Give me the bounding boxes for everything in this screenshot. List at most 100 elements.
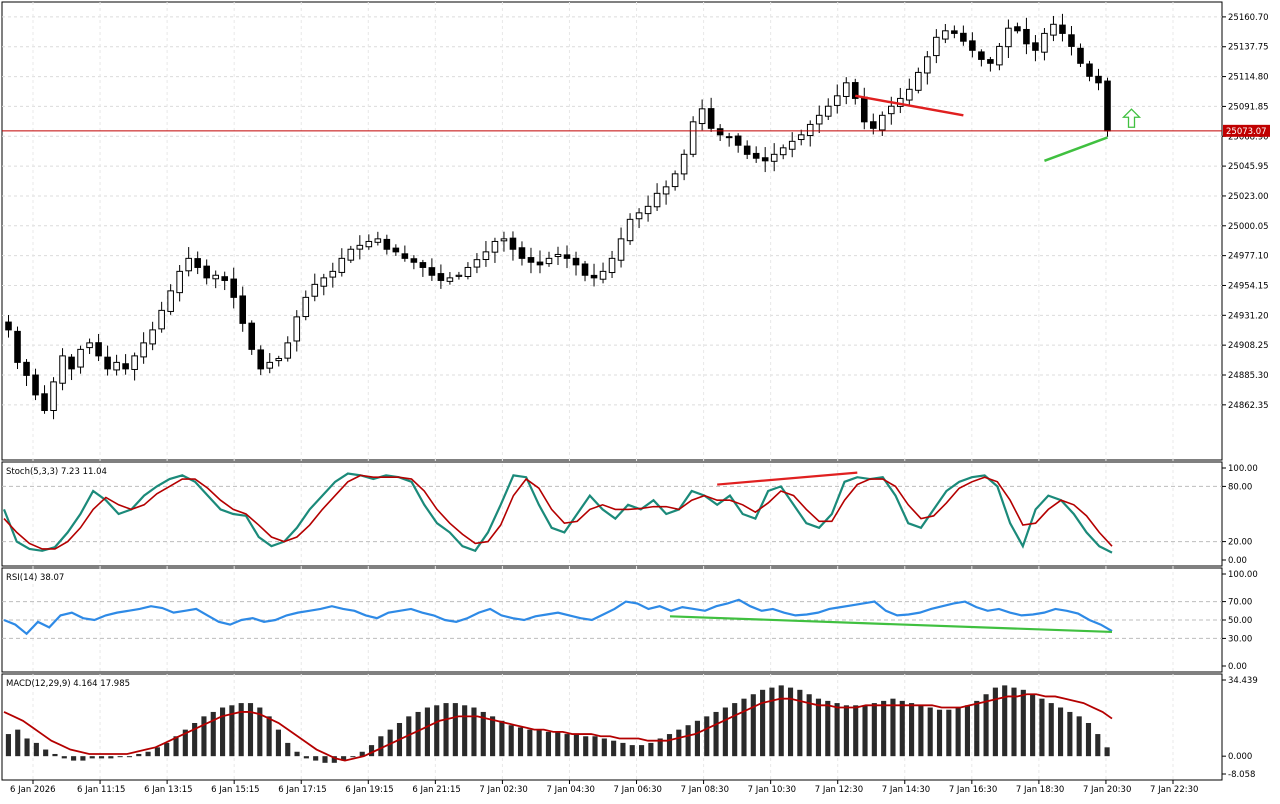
price-tick-label: 25137.75	[1228, 43, 1269, 53]
candle-body	[689, 121, 697, 155]
time-tick-label: 7 Jan 06:30	[614, 785, 662, 795]
candle-body	[644, 205, 652, 215]
macd-bar	[266, 716, 272, 757]
macd-bar	[1104, 747, 1110, 757]
level-label: 20.00	[1228, 538, 1252, 548]
macd-bar	[583, 736, 589, 757]
candle	[653, 183, 661, 211]
candle	[140, 332, 147, 364]
candle	[302, 290, 310, 321]
candle-body	[752, 152, 760, 159]
candle-body	[554, 253, 562, 258]
candle	[608, 250, 616, 278]
candle	[743, 140, 751, 160]
price-tick-label: 24931.20	[1228, 311, 1269, 321]
candle-body	[185, 257, 192, 272]
macd-bar	[694, 720, 700, 757]
candle-body	[527, 257, 535, 263]
divergence-line	[669, 615, 1113, 634]
candle	[978, 49, 985, 67]
candle	[221, 271, 228, 291]
candle	[95, 333, 102, 362]
time-tick-label: 6 Jan 2026	[10, 785, 56, 795]
macd-bar	[154, 747, 160, 757]
macd-bar	[992, 687, 998, 757]
candle	[915, 67, 922, 94]
candle-body	[176, 270, 183, 294]
stoch-title: Stoch(5,3,3) 7.23 11.04	[6, 467, 107, 477]
candle	[311, 273, 319, 302]
candle-body	[239, 295, 247, 324]
candle	[680, 149, 688, 181]
candle-body	[329, 270, 337, 278]
candle	[338, 248, 346, 277]
candle-body	[1005, 27, 1012, 48]
candle	[500, 231, 508, 252]
macd-bar	[210, 711, 216, 757]
candle-body	[626, 218, 634, 242]
candle-body	[635, 212, 643, 220]
candle-body	[32, 374, 39, 396]
candle	[942, 23, 949, 44]
macd-bar	[80, 756, 86, 761]
rsi-pane: 100.00 70.00 50.00 30.00 0.00	[2, 570, 1258, 672]
macd-bar	[1030, 694, 1036, 757]
candle-body	[680, 153, 688, 175]
time-axis: 6 Jan 2026 6 Jan 11:15 6 Jan 13:15 6 Jan 15…	[10, 780, 1198, 795]
macd-bar	[508, 725, 514, 757]
candle-body	[428, 267, 436, 276]
candle	[374, 231, 382, 246]
macd-bar	[1011, 687, 1017, 757]
series-line	[3, 598, 1113, 636]
candle-body	[356, 244, 364, 250]
candle	[410, 255, 418, 270]
time-tick-label: 7 Jan 20:30	[1083, 785, 1131, 795]
candle-body	[770, 153, 778, 162]
grid-lines	[2, 2, 1222, 780]
macd-bar	[275, 729, 281, 757]
candle	[842, 77, 850, 105]
macd-bar	[71, 756, 77, 761]
macd-bar	[499, 720, 505, 757]
candle	[635, 208, 643, 229]
candle-body	[833, 95, 841, 106]
candle-body	[860, 96, 868, 123]
level-label: 50.00	[1228, 616, 1252, 626]
candle	[185, 247, 192, 277]
candle	[122, 354, 129, 375]
time-tick-label: 7 Jan 14:30	[882, 785, 930, 795]
candle-body	[338, 257, 346, 273]
candle-body	[996, 45, 1003, 66]
time-tick-label: 6 Jan 17:15	[278, 785, 326, 795]
candle	[689, 116, 697, 158]
macd-bar	[303, 756, 309, 759]
candle	[455, 271, 463, 280]
macd-bar	[573, 734, 579, 757]
price-tick-label: 24977.10	[1228, 252, 1269, 262]
candle	[734, 133, 742, 153]
macd-bar	[815, 698, 822, 757]
macd-bar	[201, 716, 207, 757]
price-tick-label: 25091.85	[1228, 102, 1269, 112]
candle	[590, 263, 598, 287]
candle	[32, 368, 39, 401]
candle	[833, 84, 841, 114]
candlesticks	[5, 13, 1111, 420]
candle	[212, 270, 219, 289]
macd-bar	[648, 742, 654, 757]
candle-body	[1032, 42, 1039, 51]
candle	[563, 245, 571, 269]
candle	[293, 310, 301, 352]
candle	[662, 180, 670, 205]
candle	[176, 265, 183, 302]
candle-body	[960, 32, 967, 42]
candle-body	[68, 356, 75, 370]
macd-bar	[666, 734, 673, 757]
macd-bar	[806, 694, 812, 757]
macd-bar	[899, 700, 905, 757]
macd-bar	[676, 729, 682, 757]
candle	[275, 355, 283, 367]
candle-body	[284, 342, 292, 359]
